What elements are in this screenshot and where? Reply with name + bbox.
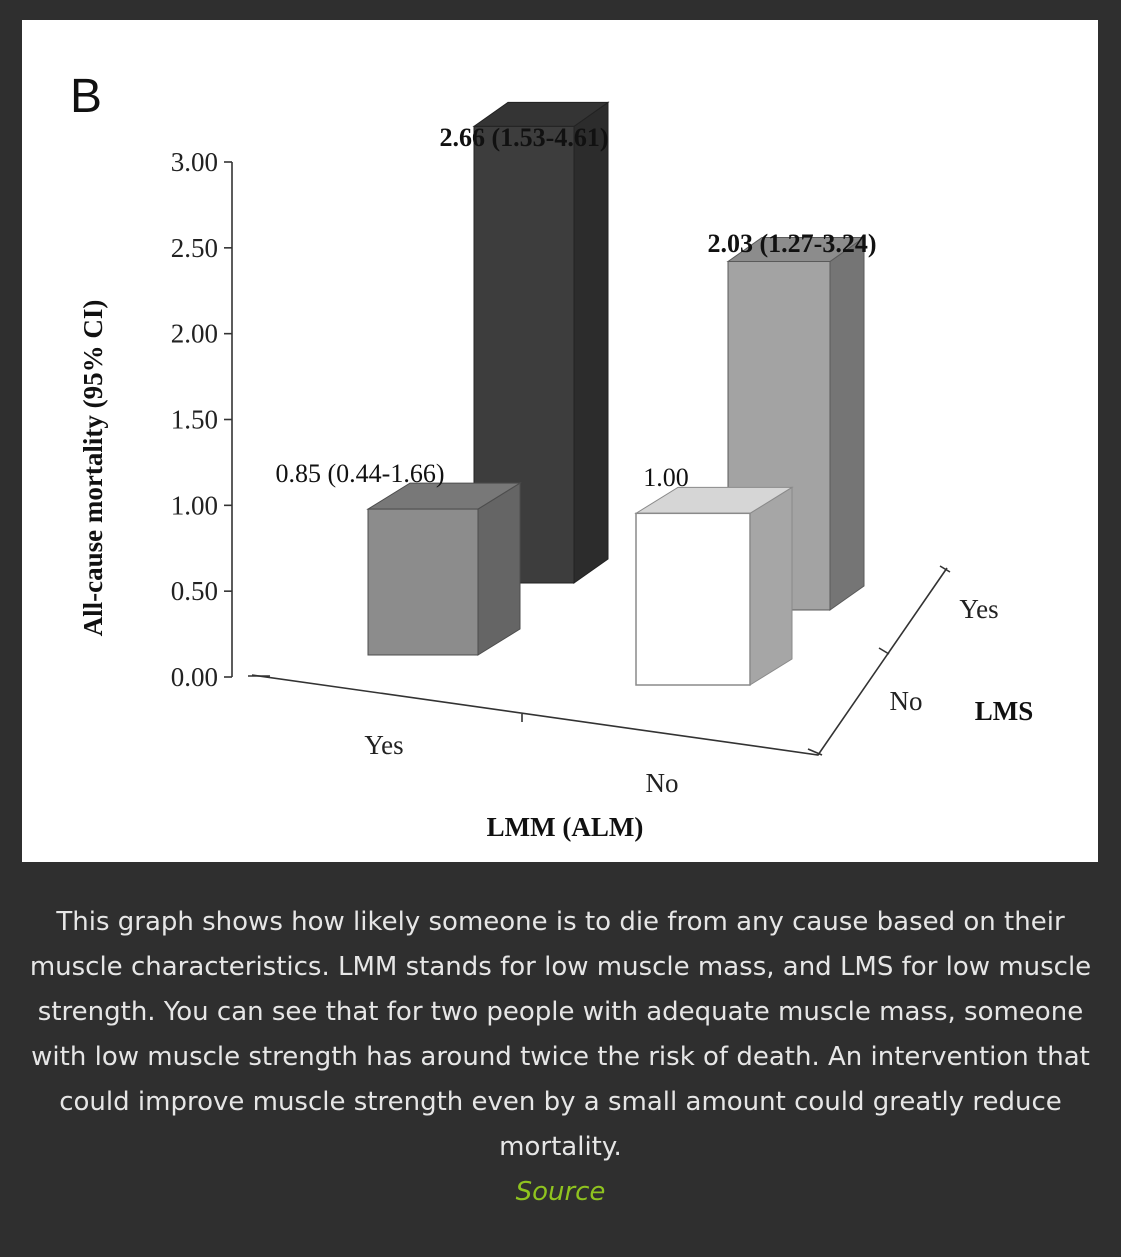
x-category-label: No [646, 768, 679, 798]
y-tick-label: 3.00 [171, 147, 218, 177]
y-tick-label: 1.50 [171, 405, 218, 435]
z-tick-mark [939, 565, 951, 573]
bar-value-label: 0.85 (0.44-1.66) [276, 459, 445, 488]
chart-figure: B 0.00 0.50 1.00 1.50 2.00 2.50 3.00 All-cause … [22, 20, 1098, 862]
bar-front-face [635, 512, 751, 686]
bar-value-label: 2.03 (1.27-3.24) [708, 229, 877, 258]
bar-front-face [367, 508, 479, 656]
y-tick-label: 0.00 [171, 662, 218, 692]
bar-side-face [749, 486, 793, 686]
z-category-label: No [890, 686, 923, 716]
bar-side-face [829, 236, 865, 611]
bar-yes-yes [472, 101, 610, 584]
y-tick-label: 2.50 [171, 233, 218, 263]
z-axis-title: LMS [975, 696, 1034, 726]
bar-side-face [477, 482, 521, 656]
bar-yes-no [366, 482, 522, 656]
bar-value-label: 1.00 [643, 463, 689, 492]
z-category-label: Yes [959, 594, 998, 624]
chart-canvas: B 0.00 0.50 1.00 1.50 2.00 2.50 3.00 All-cause … [70, 70, 1034, 842]
x-category-label: Yes [364, 730, 403, 760]
bar-value-label: 2.66 (1.53-4.61) [440, 123, 609, 152]
figure-caption: This graph shows how likely someone is t… [20, 900, 1101, 1215]
y-tick-label: 1.00 [171, 490, 218, 520]
source-link[interactable]: Source [515, 1177, 606, 1207]
bar-no-no [634, 486, 794, 686]
x-axis-title: LMM (ALM) [487, 812, 644, 842]
panel-label: B [70, 70, 102, 123]
y-tick-label: 2.00 [171, 319, 218, 349]
y-tick-label: 0.50 [171, 576, 218, 606]
z-tick-mark [878, 647, 890, 655]
floor-edge [251, 567, 948, 756]
bar-side-face [573, 101, 609, 584]
caption-text: This graph shows how likely someone is t… [29, 907, 1092, 1162]
x-tick-mark [807, 748, 823, 756]
y-axis-title: All-cause mortality (95% CI) [78, 300, 108, 637]
